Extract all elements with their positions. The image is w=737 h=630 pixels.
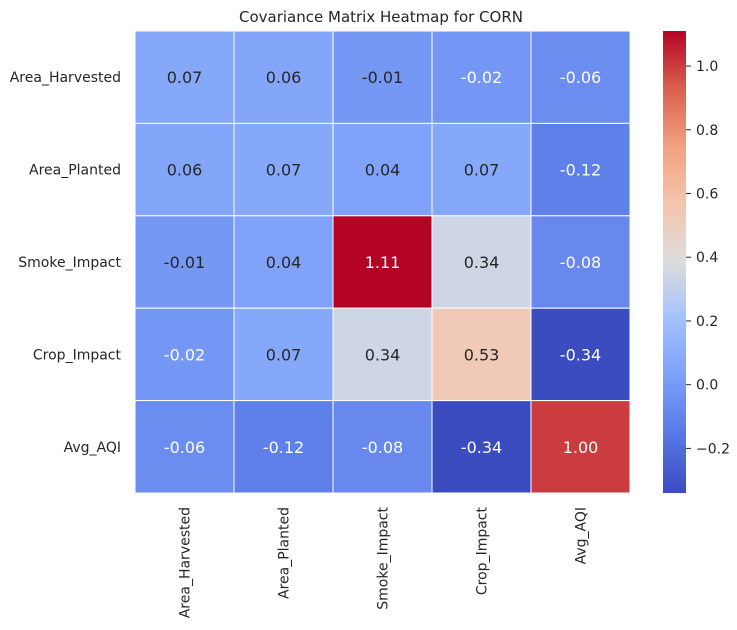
column-label-area-harvested: Area_Harvested — [178, 507, 194, 618]
colorbar-tick-label-0: −0.2 — [696, 441, 730, 457]
cell-value-label-r4-c1: -0.12 — [263, 438, 304, 457]
heatmap-cell-r0-c0 — [134, 30, 235, 124]
heatmap-cell-r2-c2 — [332, 215, 433, 309]
cell-value-label-r0-c1: 0.06 — [266, 68, 302, 87]
row-label-avg-aqi: Avg_AQI — [64, 440, 121, 456]
heatmap-cell-r1-c2 — [332, 122, 433, 217]
heatmap-cell-r2-c1 — [233, 215, 334, 309]
cell-value-label-r0-c3: -0.02 — [461, 68, 502, 87]
cell-value-label-r4-c4: 1.00 — [563, 438, 599, 457]
heatmap-cell-r0-c1 — [233, 30, 334, 124]
cell-value-label-r3-c4: -0.34 — [560, 345, 601, 364]
heatmap-cell-r3-c2 — [332, 307, 433, 402]
cell-value-label-r1-c2: 0.04 — [365, 161, 401, 180]
heatmap-cells — [134, 30, 631, 494]
column-label-avg-aqi: Avg_AQI — [574, 507, 590, 564]
heatmap-cell-r4-c0 — [134, 400, 235, 494]
heatmap-cell-r2-c4 — [530, 215, 631, 309]
colorbar: −0.2 0.0 0.2 0.4 0.6 0.8 1.0 — [663, 31, 730, 493]
colorbar-gradient — [663, 31, 686, 493]
cell-value-label-r2-c1: 0.04 — [266, 253, 302, 272]
cell-value-label-r0-c4: -0.06 — [560, 68, 601, 87]
heatmap-cell-r4-c4 — [530, 400, 631, 494]
cell-value-label-r1-c3: 0.07 — [464, 161, 500, 180]
colorbar-ticks: −0.2 0.0 0.2 0.4 0.6 0.8 1.0 — [686, 59, 730, 457]
cell-value-label-r2-c3: 0.34 — [464, 253, 500, 272]
row-label-crop-impact: Crop_Impact — [33, 347, 122, 363]
heatmap-cell-r4-c2 — [332, 400, 433, 494]
colorbar-tick-label-4: 0.6 — [696, 186, 718, 202]
cell-value-label-r4-c2: -0.08 — [362, 438, 403, 457]
heatmap-cell-r0-c3 — [431, 30, 532, 124]
cell-value-label-r2-c2: 1.11 — [365, 253, 401, 272]
heatmap-cell-labels: 0.07 0.06 -0.01 -0.02 -0.06 0.06 0.07 0.04 0.07 -… — [164, 68, 601, 457]
row-label-area-planted: Area_Planted — [29, 163, 121, 179]
colorbar-tick-label-5: 0.8 — [696, 123, 718, 139]
cell-value-label-r3-c3: 0.53 — [464, 345, 500, 364]
column-label-area-planted: Area_Planted — [277, 507, 293, 599]
cell-value-label-r4-c3: -0.34 — [461, 438, 502, 457]
colorbar-tick-label-3: 0.4 — [696, 250, 718, 266]
heatmap-cell-r3-c0 — [134, 307, 235, 402]
column-label-smoke-impact: Smoke_Impact — [376, 506, 392, 609]
row-label-smoke-impact: Smoke_Impact — [18, 255, 121, 271]
heatmap-cell-r1-c4 — [530, 122, 631, 217]
heatmap-cell-r1-c0 — [134, 122, 235, 217]
heatmap-cell-r3-c1 — [233, 307, 334, 402]
cell-value-label-r4-c0: -0.06 — [164, 438, 205, 457]
cell-value-label-r2-c0: -0.01 — [164, 253, 205, 272]
column-labels: Area_Harvested Area_Planted Smoke_Impact Cr… — [178, 506, 590, 618]
row-labels: Area_Harvested Area_Planted Smoke_Impact Cr… — [10, 70, 122, 456]
cell-value-label-r3-c0: -0.02 — [164, 345, 205, 364]
cell-value-label-r1-c4: -0.12 — [560, 161, 601, 180]
cell-value-label-r3-c2: 0.34 — [365, 345, 401, 364]
heatmap-cell-r2-c3 — [431, 215, 532, 309]
cell-value-label-r0-c2: -0.01 — [362, 68, 403, 87]
cell-value-label-r3-c1: 0.07 — [266, 345, 302, 364]
colorbar-tick-label-2: 0.2 — [696, 314, 718, 330]
heatmap-cell-r4-c1 — [233, 400, 334, 494]
cell-value-label-r0-c0: 0.07 — [167, 68, 203, 87]
cell-value-label-r1-c0: 0.06 — [167, 161, 203, 180]
cell-value-label-r1-c1: 0.07 — [266, 161, 302, 180]
colorbar-tick-label-6: 1.0 — [696, 59, 718, 75]
cell-value-label-r2-c4: -0.08 — [560, 253, 601, 272]
colorbar-tick-label-1: 0.0 — [696, 378, 718, 394]
column-label-crop-impact: Crop_Impact — [475, 507, 491, 596]
chart-title: Covariance Matrix Heatmap for CORN — [239, 8, 523, 26]
heatmap-cell-r3-c4 — [530, 307, 631, 402]
heatmap-cell-r0-c2 — [332, 30, 433, 124]
row-label-area-harvested: Area_Harvested — [10, 70, 121, 86]
heatmap-cell-r0-c4 — [530, 30, 631, 124]
heatmap-cell-r3-c3 — [431, 307, 532, 402]
